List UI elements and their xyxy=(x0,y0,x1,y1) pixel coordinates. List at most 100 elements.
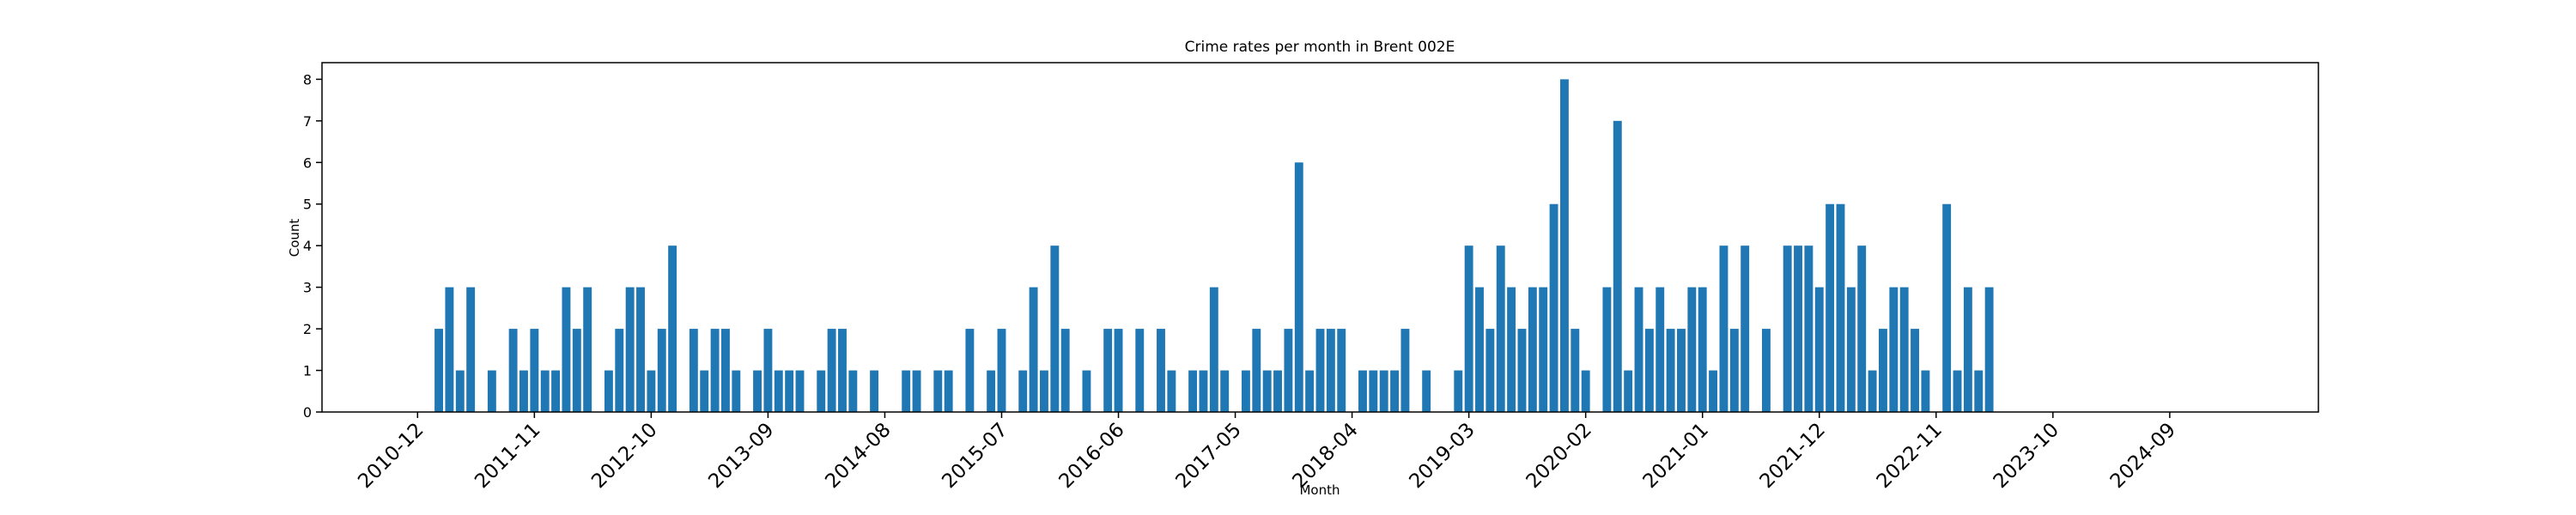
bar xyxy=(1252,329,1261,412)
bar xyxy=(987,370,996,412)
bar xyxy=(1879,329,1887,412)
bar xyxy=(1729,329,1739,412)
y-tick-label: 1 xyxy=(303,363,312,379)
bar xyxy=(1464,245,1473,412)
bar xyxy=(1666,329,1675,412)
bar xyxy=(1135,329,1145,412)
bar xyxy=(1889,287,1899,412)
bar xyxy=(1539,287,1548,412)
bar xyxy=(1029,287,1038,412)
bar xyxy=(1624,370,1633,412)
bar xyxy=(572,329,581,412)
bar xyxy=(1284,329,1293,412)
bar xyxy=(1942,203,1952,412)
bar xyxy=(1719,245,1728,412)
bar xyxy=(1687,287,1697,412)
bar xyxy=(551,370,561,412)
bar xyxy=(1741,245,1750,412)
bar xyxy=(1390,370,1400,412)
bar xyxy=(1794,245,1802,412)
y-tick-label: 0 xyxy=(303,404,312,421)
bar xyxy=(1921,370,1930,412)
bar xyxy=(1953,370,1962,412)
bar xyxy=(1677,329,1686,412)
bar xyxy=(1294,162,1303,413)
bar xyxy=(1602,287,1612,412)
y-tick-label: 2 xyxy=(303,321,312,337)
bar xyxy=(1209,287,1218,412)
bar xyxy=(434,329,443,412)
bar xyxy=(1761,329,1771,412)
plot-frame xyxy=(321,62,2319,413)
bar xyxy=(870,370,879,412)
bar xyxy=(1656,287,1665,412)
bar xyxy=(1528,287,1537,412)
bar xyxy=(1188,370,1198,412)
bar xyxy=(1220,370,1230,412)
bar xyxy=(530,329,539,412)
bar xyxy=(445,287,454,412)
bar xyxy=(1454,370,1463,412)
bar xyxy=(487,370,496,412)
bar xyxy=(827,329,836,412)
bar xyxy=(519,370,528,412)
bar xyxy=(944,370,953,412)
bar xyxy=(1369,370,1378,412)
bar xyxy=(615,329,624,412)
bar xyxy=(1114,329,1123,412)
bar xyxy=(1040,370,1048,412)
bar xyxy=(1804,245,1814,412)
bar xyxy=(1868,370,1877,412)
bar xyxy=(774,370,783,412)
bar xyxy=(1273,370,1282,412)
bar xyxy=(1613,120,1622,413)
bar xyxy=(636,287,645,412)
bar xyxy=(1485,329,1495,412)
bar xyxy=(1060,329,1070,412)
bar xyxy=(1358,370,1367,412)
bar xyxy=(700,370,709,412)
bar xyxy=(710,329,720,412)
y-axis-label: Count xyxy=(287,219,302,258)
bar xyxy=(1826,203,1835,412)
bar xyxy=(732,370,741,412)
chart-title: Crime rates per month in Brent 002E xyxy=(1185,39,1455,56)
bar xyxy=(933,370,943,412)
bar xyxy=(1911,329,1919,412)
bar xyxy=(1963,287,1972,412)
bar xyxy=(657,329,666,412)
bar xyxy=(466,287,476,412)
bar xyxy=(1549,203,1558,412)
bar xyxy=(668,245,677,412)
y-tick-label: 5 xyxy=(303,197,312,213)
bar xyxy=(1241,370,1250,412)
bar xyxy=(1199,370,1208,412)
bar xyxy=(1709,370,1718,412)
y-tick-label: 6 xyxy=(303,154,312,171)
bar xyxy=(1783,245,1792,412)
bar xyxy=(1400,329,1410,412)
bar xyxy=(1984,287,1994,412)
bar xyxy=(455,370,465,412)
bar xyxy=(848,370,858,412)
bar xyxy=(562,287,571,412)
bar xyxy=(689,329,698,412)
bar xyxy=(647,370,656,412)
bar xyxy=(721,329,730,412)
bar xyxy=(1326,329,1335,412)
bar xyxy=(1857,245,1867,412)
bar xyxy=(1337,329,1346,412)
bar xyxy=(912,370,921,412)
bar xyxy=(1082,370,1091,412)
bar xyxy=(1507,287,1516,412)
bar xyxy=(1517,329,1527,412)
bar xyxy=(763,329,773,412)
y-tick-label: 7 xyxy=(303,113,312,130)
bar xyxy=(1103,329,1113,412)
bar xyxy=(1836,203,1845,412)
y-tick-label: 4 xyxy=(303,238,312,254)
bar xyxy=(1814,287,1824,412)
bar xyxy=(817,370,826,412)
bar xyxy=(795,370,805,412)
